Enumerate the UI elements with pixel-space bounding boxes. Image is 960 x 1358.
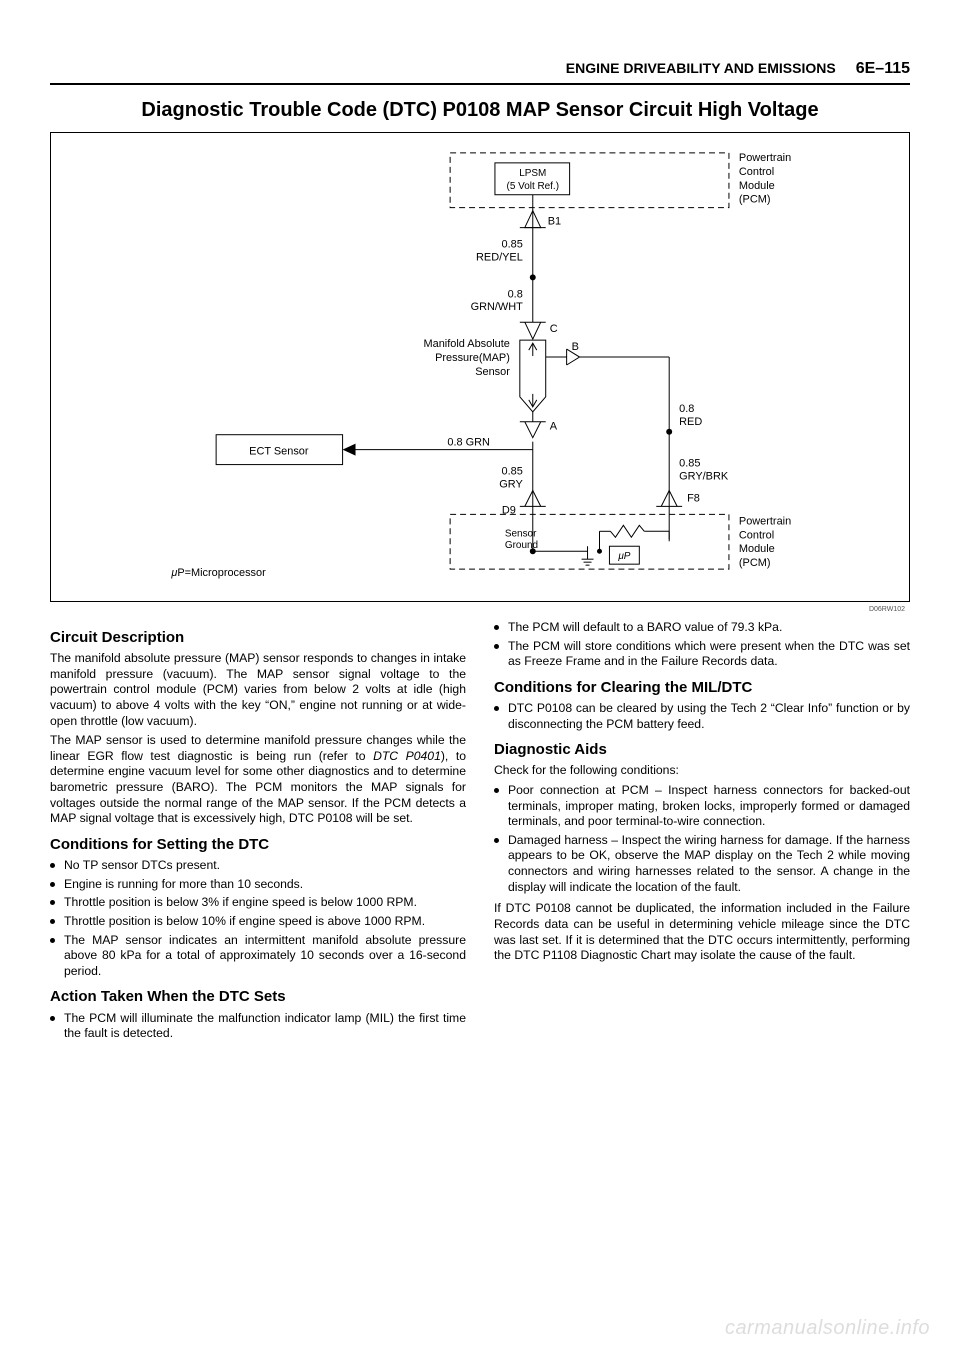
list-item: The PCM will store conditions which were… xyxy=(494,639,910,670)
list-item: Damaged harness – Inspect the wiring har… xyxy=(494,833,910,895)
w6-gauge: 0.85 xyxy=(679,458,700,470)
heading-conditions-setting: Conditions for Setting the DTC xyxy=(50,835,466,854)
w5-gauge: 0.8 xyxy=(679,403,694,415)
conditions-list: No TP sensor DTCs present. Engine is run… xyxy=(50,858,466,979)
page-header: ENGINE DRIVEABILITY AND EMISSIONS 6E–115 xyxy=(50,60,910,85)
header-page-number: 6E–115 xyxy=(856,60,910,78)
pcm-top-label-1: Powertrain xyxy=(739,152,791,164)
right-column: The PCM will default to a BARO value of … xyxy=(494,620,910,1048)
diag-intro: Check for the following conditions: xyxy=(494,763,910,779)
header-section-title: ENGINE DRIVEABILITY AND EMISSIONS xyxy=(566,60,836,76)
desc-para-1: The manifold absolute pressure (MAP) sen… xyxy=(50,651,466,729)
w4-color: GRY xyxy=(499,478,523,490)
mup-label: μP xyxy=(617,551,630,562)
sensor-ground-label-2: Ground xyxy=(505,540,538,551)
w1-color: RED/YEL xyxy=(476,251,523,263)
heading-conditions-clearing: Conditions for Clearing the MIL/DTC xyxy=(494,678,910,697)
map-label-3: Sensor xyxy=(475,366,510,378)
page-title: Diagnostic Trouble Code (DTC) P0108 MAP … xyxy=(50,99,910,122)
w1-gauge: 0.85 xyxy=(502,239,523,251)
sensor-ground-label-1: Sensor xyxy=(505,528,537,539)
f8-label: F8 xyxy=(687,492,700,504)
pcm-bot-label-2: Control xyxy=(739,529,774,541)
heading-circuit-description: Circuit Description xyxy=(50,628,466,647)
b1-label: B1 xyxy=(548,216,561,228)
figure-id: D06RW102 xyxy=(869,606,905,613)
page: ENGINE DRIVEABILITY AND EMISSIONS 6E–115… xyxy=(0,0,960,1358)
w4-gauge: 0.85 xyxy=(502,466,523,478)
list-item: Engine is running for more than 10 secon… xyxy=(50,877,466,893)
watermark: carmanualsonline.info xyxy=(725,1317,930,1340)
list-item: The MAP sensor indicates an intermittent… xyxy=(50,933,466,980)
b-label: B xyxy=(572,341,579,353)
list-item: The PCM will illuminate the malfunction … xyxy=(50,1011,466,1042)
action-list-continued: The PCM will default to a BARO value of … xyxy=(494,620,910,670)
wiring-diagram: LPSM (5 Volt Ref.) Powertrain Control Mo… xyxy=(50,132,910,602)
list-item: No TP sensor DTCs present. xyxy=(50,858,466,874)
heading-action-taken: Action Taken When the DTC Sets xyxy=(50,987,466,1006)
wiring-diagram-svg: LPSM (5 Volt Ref.) Powertrain Control Mo… xyxy=(51,133,909,601)
list-item: DTC P0108 can be cleared by using the Te… xyxy=(494,701,910,732)
c-label: C xyxy=(550,323,558,335)
list-item: The PCM will default to a BARO value of … xyxy=(494,620,910,636)
diag-end: If DTC P0108 cannot be duplicated, the i… xyxy=(494,901,910,963)
w2-color: GRN/WHT xyxy=(471,301,524,313)
list-item: Throttle position is below 10% if engine… xyxy=(50,914,466,930)
map-label-1: Manifold Absolute xyxy=(424,338,510,350)
w5-color: RED xyxy=(679,416,702,428)
a-label: A xyxy=(550,421,558,433)
list-item: Poor connection at PCM – Inspect harness… xyxy=(494,783,910,830)
map-label-2: Pressure(MAP) xyxy=(435,352,510,364)
clear-list: DTC P0108 can be cleared by using the Te… xyxy=(494,701,910,732)
pcm-top-label-2: Control xyxy=(739,166,774,178)
w2-gauge: 0.8 xyxy=(508,288,523,300)
left-column: Circuit Description The manifold absolut… xyxy=(50,620,466,1048)
pcm-top-label-3: Module xyxy=(739,180,775,192)
w6-color: GRY/BRK xyxy=(679,471,729,483)
action-list: The PCM will illuminate the malfunction … xyxy=(50,1011,466,1042)
lpsm-ref-label: (5 Volt Ref.) xyxy=(507,181,559,192)
pcm-bot-label-1: Powertrain xyxy=(739,515,791,527)
pcm-bot-label-4: (PCM) xyxy=(739,557,771,569)
w3-label: 0.8 GRN xyxy=(447,437,490,449)
lpsm-label: LPSM xyxy=(519,168,546,179)
ect-label: ECT Sensor xyxy=(249,446,309,458)
list-item: Throttle position is below 3% if engine … xyxy=(50,895,466,911)
heading-diagnostic-aids: Diagnostic Aids xyxy=(494,740,910,759)
pcm-bot-label-3: Module xyxy=(739,543,775,555)
microproc-legend: μP=Microprocessor xyxy=(170,567,266,579)
pcm-top-label-4: (PCM) xyxy=(739,194,771,206)
diag-list: Poor connection at PCM – Inspect harness… xyxy=(494,783,910,895)
text-columns: Circuit Description The manifold absolut… xyxy=(50,620,910,1048)
desc-para-2: The MAP sensor is used to determine mani… xyxy=(50,733,466,827)
